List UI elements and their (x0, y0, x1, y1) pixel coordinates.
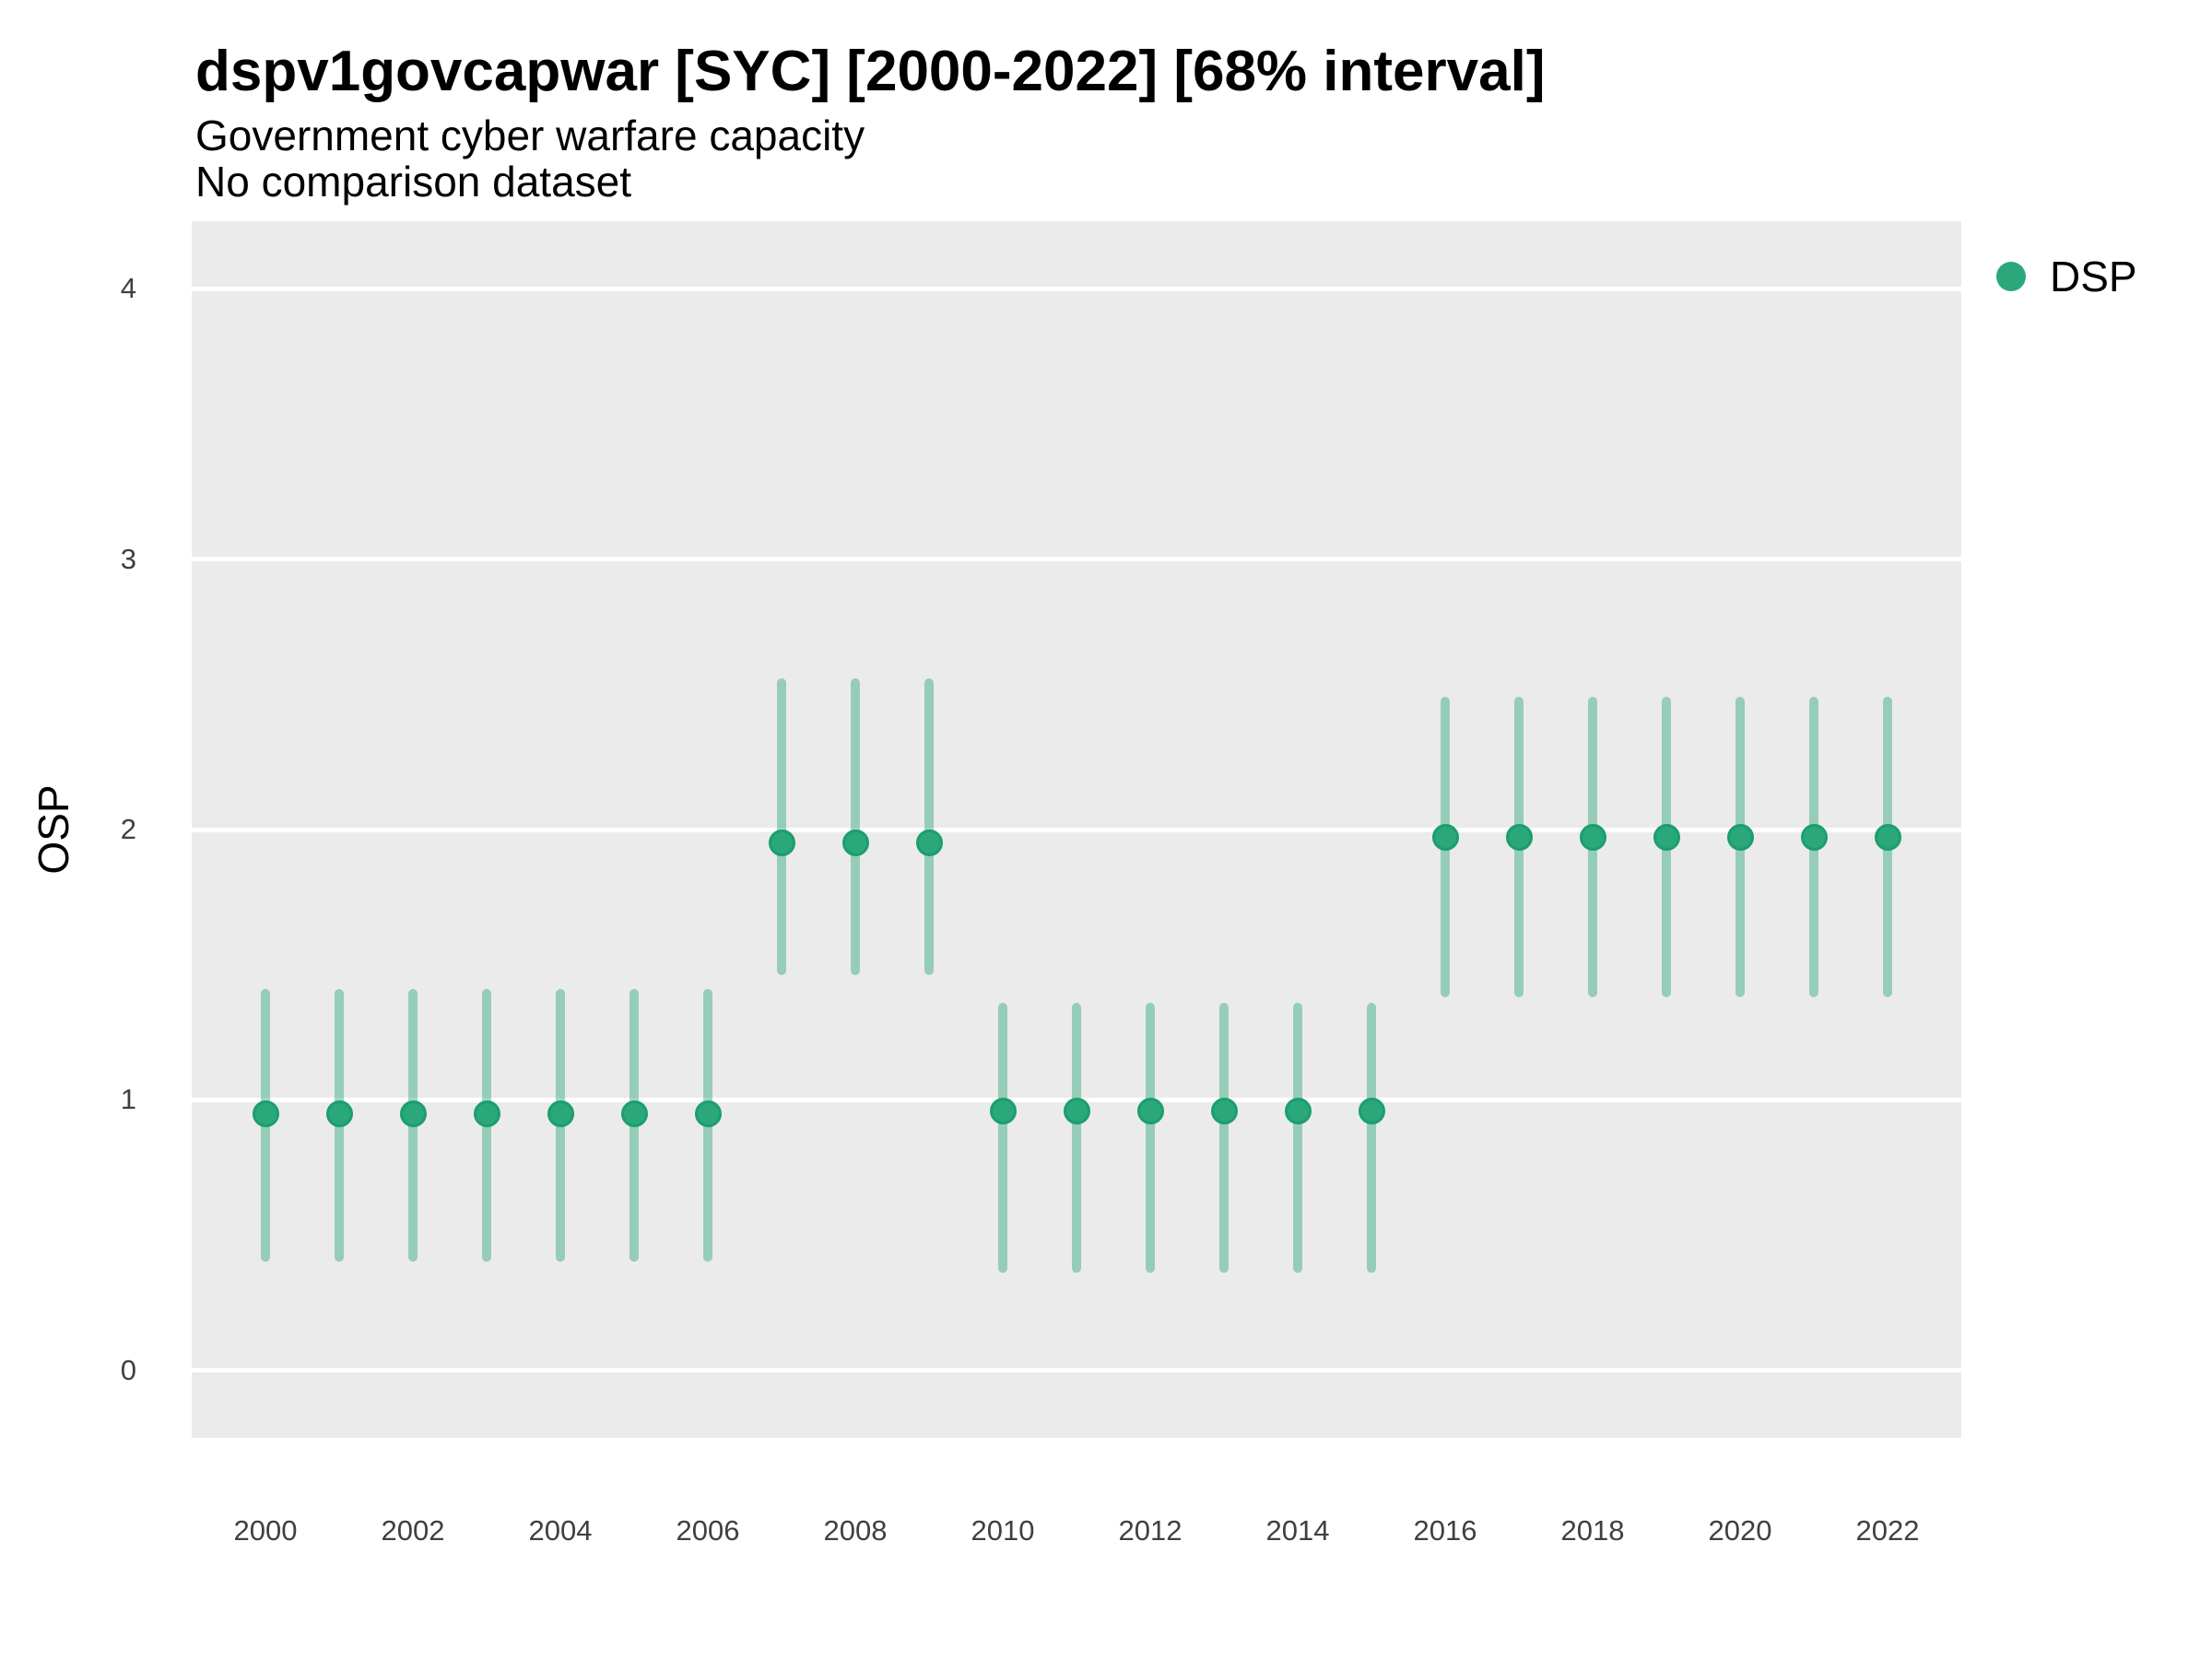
data-point-2009 (915, 830, 943, 857)
data-point-2014 (1284, 1097, 1312, 1124)
data-point-2006 (694, 1100, 722, 1127)
y-tick-label-4: 4 (120, 272, 136, 305)
data-point-2003 (473, 1100, 500, 1127)
x-tick-label-2000: 2000 (233, 1514, 298, 1547)
data-point-2019 (1653, 824, 1680, 852)
data-point-2017 (1505, 824, 1533, 852)
x-tick-label-2002: 2002 (381, 1514, 445, 1547)
interval-bar-2010 (998, 1002, 1007, 1274)
interval-bar-2011 (1072, 1002, 1081, 1274)
x-tick-label-2012: 2012 (1118, 1514, 1182, 1547)
data-point-2000 (252, 1100, 279, 1127)
legend-dot-icon (1996, 262, 2026, 291)
data-point-2011 (1063, 1097, 1090, 1124)
x-tick-label-2006: 2006 (676, 1514, 740, 1547)
data-point-2013 (1210, 1097, 1238, 1124)
y-tick-label-1: 1 (120, 1083, 136, 1116)
chart-title: dspv1govcapwar [SYC] [2000-2022] [68% in… (195, 40, 1546, 103)
x-tick-label-2010: 2010 (971, 1514, 1035, 1547)
x-tick-label-2004: 2004 (528, 1514, 593, 1547)
interval-bar-2008 (851, 677, 860, 976)
interval-bar-2014 (1293, 1002, 1302, 1274)
interval-bar-2009 (924, 677, 934, 976)
interval-bar-2015 (1367, 1002, 1376, 1274)
x-tick-label-2016: 2016 (1413, 1514, 1477, 1547)
interval-bar-2007 (777, 677, 786, 976)
interval-bar-2013 (1219, 1002, 1229, 1274)
y-tick-label-3: 3 (120, 542, 136, 575)
data-point-2002 (399, 1100, 427, 1127)
gridline-y-2 (192, 827, 1961, 832)
y-tick-label-2: 2 (120, 813, 136, 845)
x-tick-label-2018: 2018 (1560, 1514, 1625, 1547)
x-tick-label-2014: 2014 (1265, 1514, 1330, 1547)
gridline-y-0 (192, 1368, 1961, 1373)
data-point-2008 (841, 830, 869, 857)
chart-subtitle: Government cyber warfare capacity (195, 112, 865, 159)
x-tick-label-2022: 2022 (1855, 1514, 1920, 1547)
data-point-2021 (1800, 824, 1828, 852)
data-point-2018 (1579, 824, 1606, 852)
data-point-2016 (1431, 824, 1459, 852)
data-point-2015 (1358, 1097, 1385, 1124)
data-point-2022 (1874, 824, 1901, 852)
data-point-2012 (1136, 1097, 1164, 1124)
x-tick-label-2020: 2020 (1708, 1514, 1772, 1547)
gridline-y-3 (192, 557, 1961, 562)
interval-bar-2012 (1146, 1002, 1155, 1274)
x-tick-label-2008: 2008 (823, 1514, 888, 1547)
data-point-2010 (989, 1097, 1017, 1124)
y-tick-label-0: 0 (120, 1353, 136, 1386)
data-point-2005 (620, 1100, 648, 1127)
legend-label: DSP (2050, 253, 2137, 300)
chart-note: No comparison dataset (195, 158, 632, 206)
gridline-y-4 (192, 286, 1961, 291)
data-point-2020 (1726, 824, 1754, 852)
data-point-2007 (768, 830, 795, 857)
data-point-2001 (325, 1100, 353, 1127)
data-point-2004 (547, 1100, 574, 1127)
legend: DSP (1996, 254, 2137, 299)
